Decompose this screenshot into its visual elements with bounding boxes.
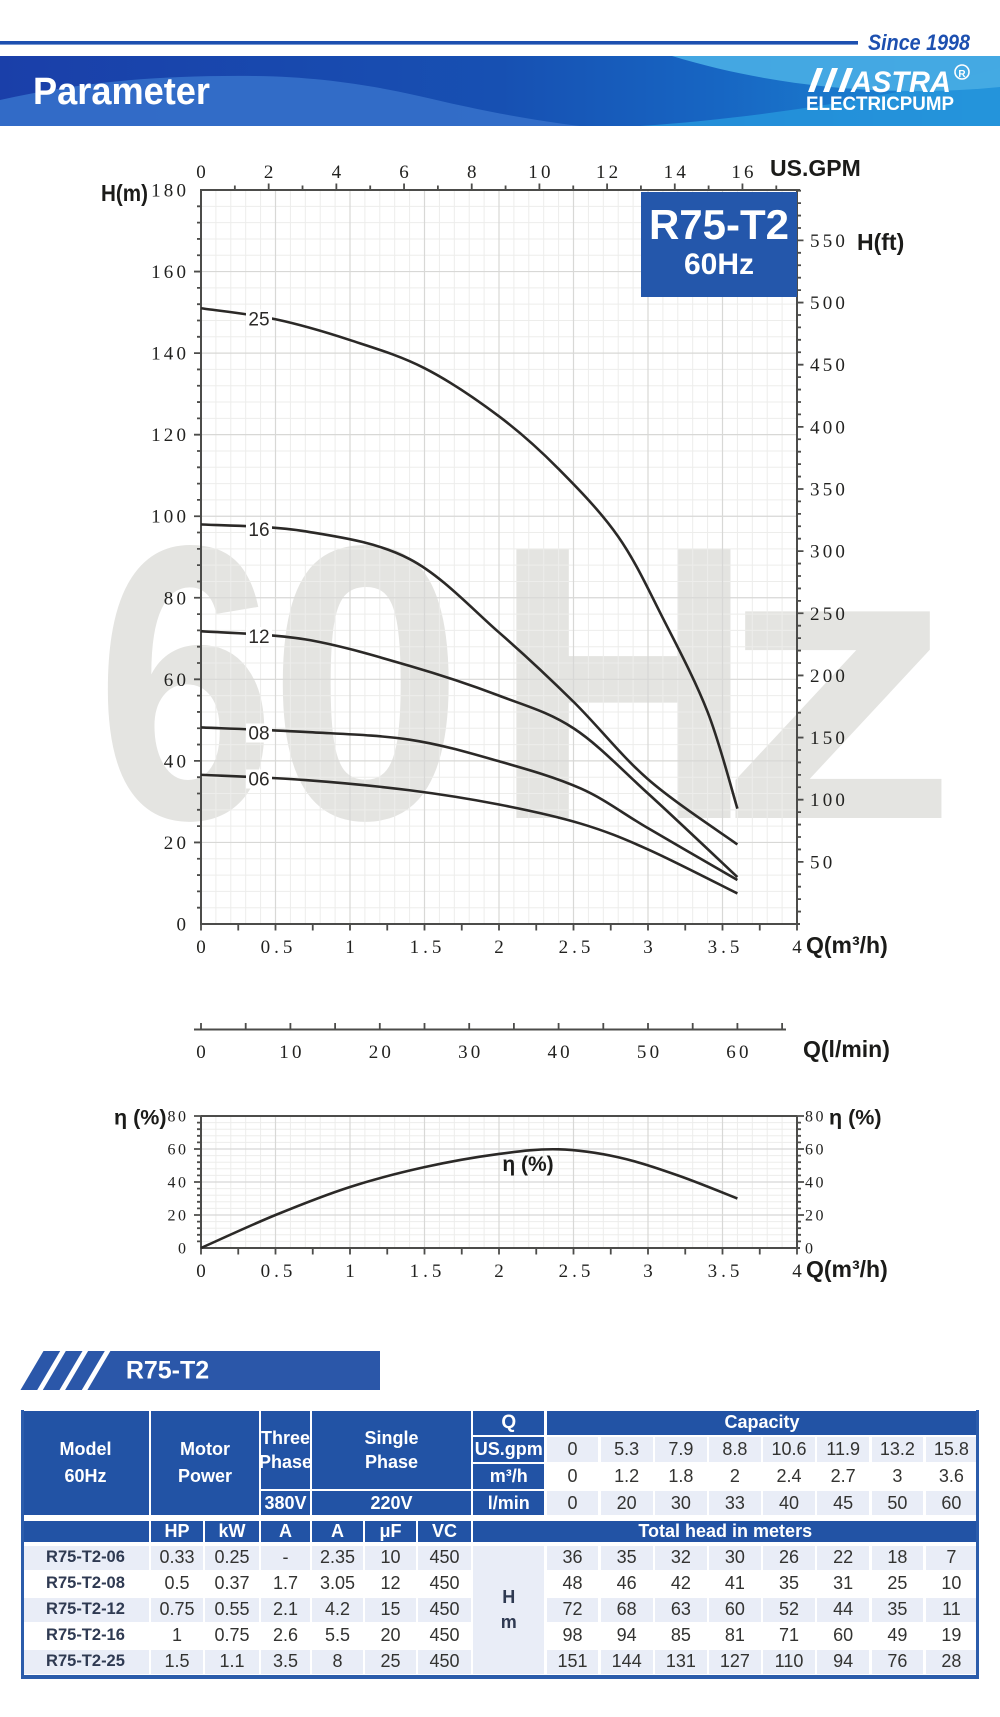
svg-text:0: 0: [196, 1042, 206, 1063]
svg-text:350: 350: [810, 479, 848, 500]
svg-text:0: 0: [196, 937, 206, 958]
svg-text:2: 2: [494, 1261, 504, 1282]
svg-text:12: 12: [596, 162, 621, 183]
svg-text:0: 0: [196, 1261, 206, 1282]
svg-text:450: 450: [810, 355, 848, 376]
svg-text:160: 160: [151, 262, 189, 283]
svg-text:1: 1: [345, 937, 355, 958]
svg-text:0: 0: [177, 915, 187, 936]
svg-text:14: 14: [664, 162, 689, 183]
svg-text:0: 0: [269, 464, 463, 901]
svg-text:4: 4: [792, 937, 802, 958]
svg-text:40: 40: [168, 1175, 189, 1192]
svg-text:3: 3: [643, 937, 653, 958]
svg-text:0.5: 0.5: [261, 937, 297, 958]
svg-text:60: 60: [805, 1142, 826, 1159]
svg-text:500: 500: [810, 293, 848, 314]
svg-text:20: 20: [805, 1208, 826, 1225]
svg-text:16: 16: [248, 520, 269, 541]
svg-text:Parameter: Parameter: [33, 71, 210, 113]
svg-text:3.5: 3.5: [708, 1261, 744, 1282]
svg-text:180: 180: [151, 181, 189, 202]
svg-text:140: 140: [151, 344, 189, 365]
svg-text:50: 50: [810, 852, 835, 873]
svg-text:0: 0: [178, 1241, 186, 1258]
svg-text:80: 80: [164, 588, 189, 609]
svg-text:30: 30: [458, 1042, 483, 1063]
svg-text:η (%): η (%): [502, 1153, 553, 1176]
svg-text:η (%): η (%): [114, 1106, 167, 1130]
svg-text:2: 2: [264, 162, 274, 183]
svg-text:2: 2: [494, 937, 504, 958]
svg-text:2.5: 2.5: [559, 1261, 595, 1282]
svg-text:6: 6: [399, 162, 409, 183]
svg-text:20: 20: [164, 833, 189, 854]
svg-text:60: 60: [726, 1042, 751, 1063]
svg-text:Q(m³/h): Q(m³/h): [806, 1256, 888, 1282]
svg-text:1.5: 1.5: [410, 937, 446, 958]
svg-text:2.5: 2.5: [559, 937, 595, 958]
svg-text:R75-T2: R75-T2: [649, 201, 789, 248]
svg-text:η (%): η (%): [829, 1106, 882, 1130]
svg-text:100: 100: [151, 507, 189, 528]
svg-text:10: 10: [279, 1042, 304, 1063]
svg-text:40: 40: [805, 1175, 826, 1192]
svg-text:06: 06: [248, 770, 269, 791]
svg-text:H(m): H(m): [101, 180, 148, 206]
svg-text:H: H: [492, 464, 755, 901]
svg-text:60Hz: 60Hz: [684, 248, 754, 281]
svg-text:100: 100: [810, 790, 848, 811]
svg-text:300: 300: [810, 542, 848, 563]
svg-text:R: R: [958, 69, 966, 80]
svg-text:60: 60: [168, 1142, 189, 1159]
svg-text:0: 0: [196, 162, 206, 183]
svg-text:08: 08: [248, 724, 269, 745]
svg-text:250: 250: [810, 604, 848, 625]
svg-text:80: 80: [168, 1109, 189, 1126]
svg-text:20: 20: [369, 1042, 394, 1063]
svg-text:150: 150: [810, 728, 848, 749]
svg-text:400: 400: [810, 417, 848, 438]
svg-text:20: 20: [168, 1208, 189, 1225]
svg-text:80: 80: [805, 1109, 826, 1126]
svg-text:Q(m³/h): Q(m³/h): [806, 932, 888, 958]
svg-text:US.GPM: US.GPM: [770, 155, 861, 181]
svg-text:10: 10: [528, 162, 553, 183]
svg-text:R75-T2: R75-T2: [126, 1357, 209, 1385]
svg-text:40: 40: [164, 751, 189, 772]
svg-text:Q(l/min): Q(l/min): [803, 1036, 890, 1062]
svg-text:550: 550: [810, 231, 848, 252]
svg-text:3: 3: [643, 1261, 653, 1282]
svg-text:120: 120: [151, 425, 189, 446]
svg-text:0.5: 0.5: [261, 1261, 297, 1282]
svg-text:z: z: [716, 464, 959, 901]
svg-text:ELECTRICPUMP: ELECTRICPUMP: [806, 94, 954, 115]
svg-text:4: 4: [792, 1261, 802, 1282]
svg-text:200: 200: [810, 666, 848, 687]
svg-text:25: 25: [248, 310, 269, 331]
svg-text:ASTRA: ASTRA: [850, 66, 951, 99]
svg-text:Since 1998: Since 1998: [868, 30, 971, 55]
svg-text:12: 12: [248, 627, 269, 648]
svg-text:4: 4: [332, 162, 342, 183]
svg-text:40: 40: [547, 1042, 572, 1063]
svg-text:0: 0: [805, 1241, 813, 1258]
svg-text:H(ft): H(ft): [857, 229, 904, 255]
svg-text:50: 50: [637, 1042, 662, 1063]
svg-text:16: 16: [731, 162, 756, 183]
svg-text:1: 1: [345, 1261, 355, 1282]
svg-text:1.5: 1.5: [410, 1261, 446, 1282]
svg-text:3.5: 3.5: [708, 937, 744, 958]
svg-text:8: 8: [467, 162, 477, 183]
svg-text:60: 60: [164, 670, 189, 691]
